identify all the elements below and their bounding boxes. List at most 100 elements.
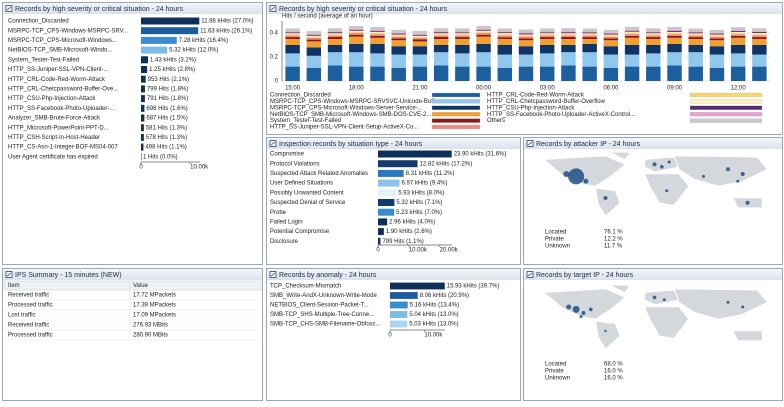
bar-segment: [518, 36, 534, 39]
bar-segment: [476, 36, 491, 44]
panel-icon-line: [6, 272, 12, 277]
bar-segment: [349, 43, 364, 53]
bar-segment: [561, 28, 576, 32]
bar-segment: [433, 52, 449, 66]
ip-location-dot: [579, 315, 583, 319]
bar-segment: [518, 38, 534, 41]
legend-swatch: [689, 92, 763, 98]
bar-segment: [285, 66, 300, 81]
bar-segment: [646, 45, 661, 54]
bar-segment: [603, 32, 619, 34]
bar-segment: [582, 43, 597, 53]
legend-swatch: [431, 92, 481, 98]
bar-segment: [455, 53, 470, 67]
category-label: HTTP_CRL-Code-Red-Worm-Attack: [8, 77, 106, 83]
bar-segment: [285, 39, 300, 45]
bar-segment: [476, 34, 491, 37]
x-tick-label: 0: [376, 248, 380, 254]
x-tick-label: 10.00k: [424, 333, 443, 339]
value-label: 5.16 kHits (13.4%): [410, 303, 459, 309]
bar-segment: [646, 53, 661, 67]
bar-segment: [646, 66, 661, 81]
bar-segment: [391, 36, 406, 39]
panel-icon-line: [270, 272, 276, 277]
bar-segment: [285, 35, 300, 38]
bar-segment: [349, 29, 364, 31]
bar-segment: [561, 52, 576, 66]
ip-location-dot: [702, 174, 705, 178]
bar-segment: [370, 31, 385, 33]
bar-segment: [497, 35, 512, 38]
bar-segment: [688, 34, 703, 36]
value-label: 5.04 kHits (13.0%): [409, 312, 458, 318]
stat-label: Private: [545, 369, 564, 375]
bar: [390, 320, 408, 328]
x-tick-label: 0: [139, 165, 143, 171]
bar-segment: [667, 32, 682, 35]
bar-segment: [391, 32, 406, 34]
bar-segment: [709, 35, 725, 37]
value-label: 791 Hits (1.8%): [147, 96, 188, 102]
bar-segment: [688, 66, 703, 81]
bar-segment: [603, 33, 619, 35]
bar-segment: [624, 31, 640, 33]
bar-segment: [624, 30, 640, 32]
bar-segment: [540, 37, 555, 39]
x-tick-label: 21:00: [412, 86, 428, 92]
bar-segment: [455, 35, 470, 38]
bar-segment: [540, 28, 555, 32]
y-tick-label: 0: [275, 79, 279, 85]
x-tick-label: 10.00k: [190, 165, 209, 171]
category-label: Disclosure: [270, 239, 299, 245]
ip-location-dot: [652, 295, 657, 300]
legend-swatch: [431, 112, 481, 117]
panel-title: Records by anomaly - 24 hours: [279, 272, 377, 279]
bar-segment: [455, 31, 470, 33]
bar-segment: [349, 28, 364, 30]
bar-segment: [476, 43, 491, 53]
bar-segment: [412, 34, 428, 36]
bar-segment: [730, 53, 746, 67]
value-label: 687 Hits (1.5%): [146, 116, 187, 122]
bar-segment: [540, 33, 555, 35]
x-tick-label: 09:00: [667, 86, 683, 92]
panel-header: [267, 138, 520, 149]
value-label: 698 Hits (1.6%): [146, 106, 187, 112]
value-label: 581 Hits (1.3%): [146, 125, 187, 131]
legend-swatch: [431, 124, 481, 130]
world-map: [543, 285, 768, 350]
bar-segment: [667, 37, 682, 44]
category-label: Failed Login: [270, 219, 303, 225]
value-label: 8.06 kHits (20.9%): [420, 293, 469, 299]
legend-swatch: [689, 105, 763, 110]
bar: [378, 218, 388, 226]
bar-segment: [709, 46, 725, 55]
continent: [595, 321, 621, 350]
bar-segment: [285, 31, 300, 33]
bar: [141, 124, 144, 132]
ip-location-dot: [736, 179, 740, 183]
bar-segment: [624, 35, 640, 38]
bar: [378, 199, 395, 206]
bar-segment: [391, 67, 406, 81]
bar-segment: [497, 28, 512, 32]
category-label: Protocol Violations: [270, 161, 320, 167]
bar-segment: [285, 28, 300, 32]
continent: [595, 188, 621, 217]
bar-segment: [582, 52, 597, 67]
bar-segment: [285, 33, 300, 35]
bar-segment: [306, 67, 322, 81]
bar-segment: [476, 33, 491, 35]
legend-label: HTTP_SS-Facebook-Photo-Uploader-ActiveX-…: [487, 112, 635, 118]
bar-segment: [497, 31, 512, 33]
stat-value: 16.0 %: [604, 376, 623, 382]
category-label: Suspected Attack Related Anomalies: [270, 171, 368, 177]
table-cell: 280.90 MBits: [133, 333, 168, 339]
x-tick-label: 00:00: [476, 86, 492, 92]
panel-title: Records by target IP - 24 hours: [536, 272, 634, 279]
bar-segment: [433, 65, 449, 81]
bar-segment: [412, 66, 428, 81]
category-label: HTTP_SS-Juniper-SSL-VPN-Client-...: [8, 67, 109, 73]
value-label: 1.43 kHits (3.2%): [150, 57, 196, 63]
bar: [378, 160, 418, 168]
